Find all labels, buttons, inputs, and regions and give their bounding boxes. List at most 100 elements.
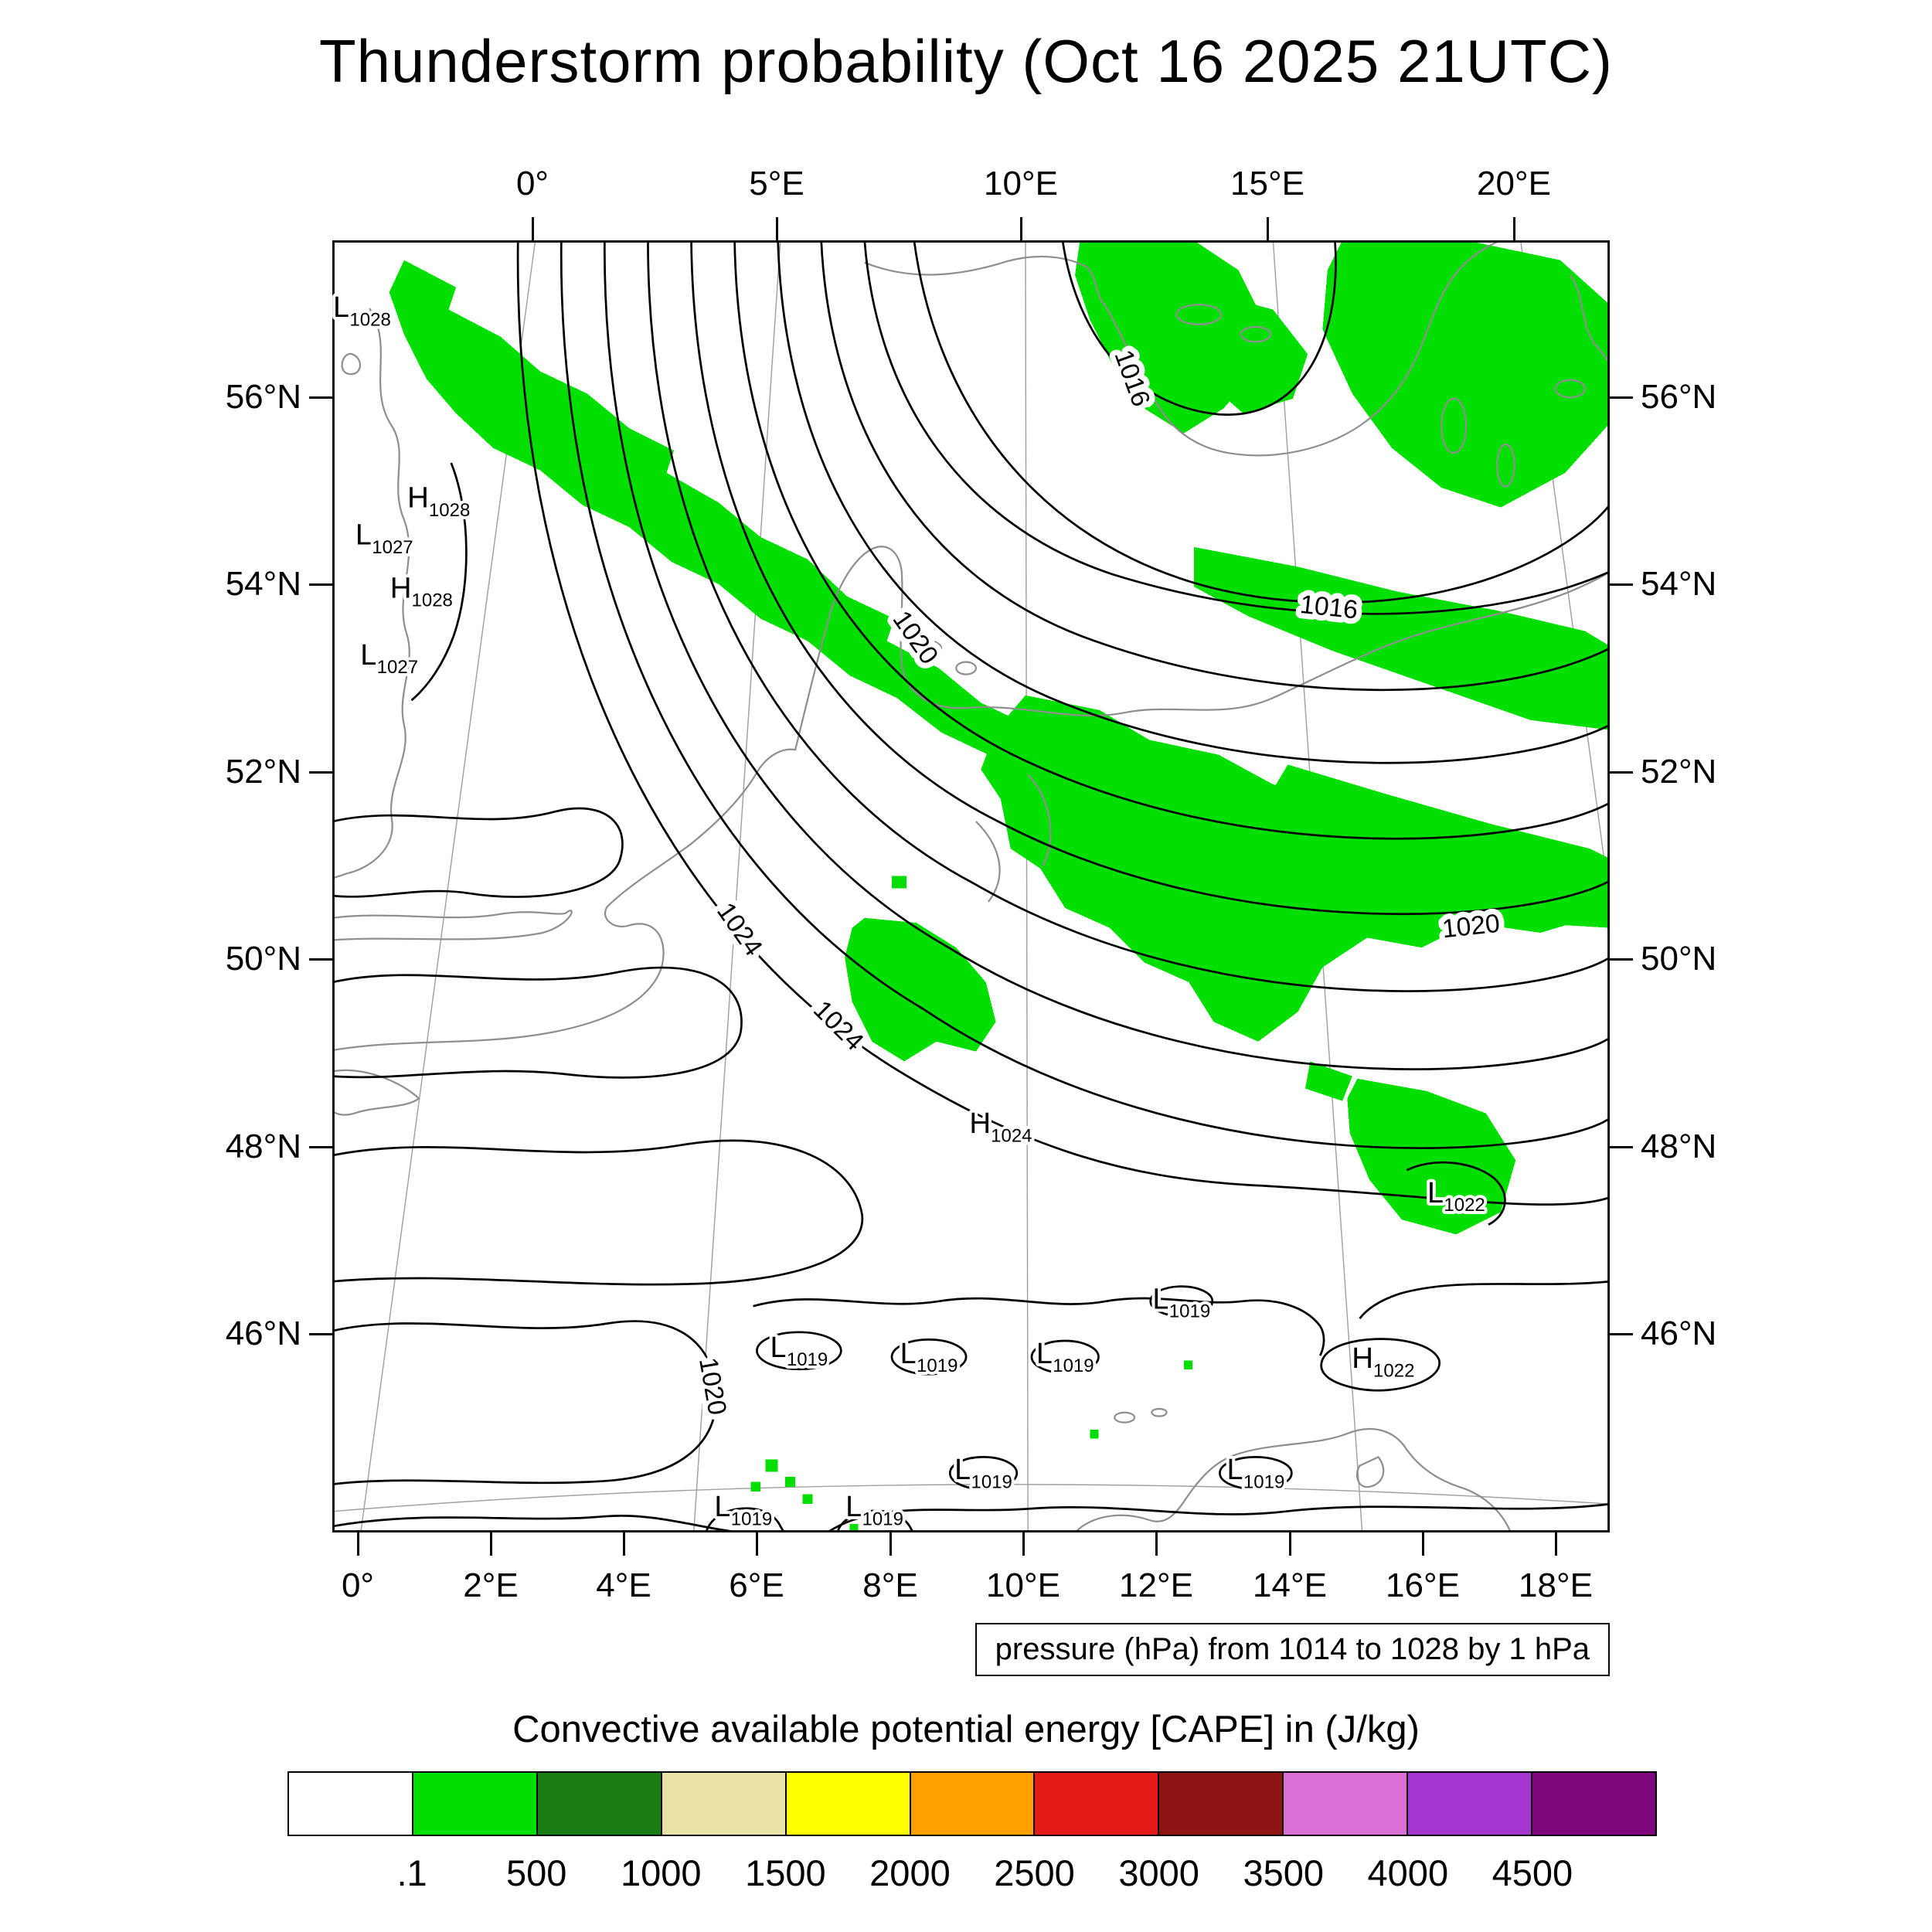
parallel-line — [332, 1484, 1610, 1512]
axis-tick-right — [1610, 1333, 1633, 1335]
isobar — [1359, 1280, 1610, 1320]
cape-speck — [750, 1481, 761, 1492]
axis-label-bottom: 8°E — [862, 1566, 918, 1604]
axis-label-top: 0° — [515, 165, 549, 202]
axis-tick-left — [309, 583, 332, 586]
isobar-low-loop — [1219, 1456, 1293, 1491]
pressure-center-value: 1019 — [1169, 1301, 1210, 1322]
pressure-center-letter: L — [1226, 1453, 1243, 1486]
meridian-line — [692, 240, 781, 1532]
colorbar-cell — [909, 1771, 1036, 1836]
cape-speck — [849, 1523, 859, 1532]
cape-shading — [389, 240, 1610, 1532]
coastline — [341, 353, 361, 376]
axis-tick-right — [1610, 583, 1633, 586]
pressure-center-value: 1027 — [372, 537, 413, 558]
pressure-center-value: 1019 — [787, 1349, 828, 1370]
axis-label-bottom: 6°E — [729, 1566, 784, 1604]
axis-label-left: 52°N — [225, 753, 301, 791]
colorbar-cell — [1158, 1771, 1284, 1836]
pressure-center-letter: L — [1427, 1176, 1444, 1209]
cape-speck — [765, 1459, 778, 1472]
cape-area — [981, 695, 1590, 1042]
river-line — [975, 821, 1001, 903]
cape-colorbar — [287, 1771, 1657, 1836]
isobar — [690, 240, 1610, 916]
axis-label-right: 50°N — [1641, 940, 1717, 978]
pressure-center-label: L1022 — [1427, 1176, 1485, 1216]
colorbar-tick-label: 500 — [505, 1852, 567, 1893]
pressure-center-value: 1019 — [971, 1471, 1012, 1492]
pressure-center-letter: L — [770, 1331, 786, 1364]
axis-label-bottom: 16°E — [1386, 1566, 1460, 1604]
colorbar-cell — [411, 1771, 538, 1836]
colorbar-tick-label: 1500 — [745, 1852, 826, 1893]
axis-tick-bottom — [1289, 1532, 1291, 1556]
colorbar-tick-label: 4000 — [1367, 1852, 1449, 1893]
colorbar-tick-label: 3000 — [1118, 1852, 1199, 1893]
cape-speck — [1090, 1430, 1099, 1439]
island — [1554, 379, 1587, 399]
isobar-value-label: 1016 — [1298, 590, 1359, 625]
isobar — [332, 966, 743, 1079]
pressure-center-letter: L — [360, 638, 376, 672]
isobar — [826, 1502, 1610, 1532]
isobar — [753, 1297, 1325, 1356]
isobar — [332, 807, 624, 898]
colorbar-tick-label: 2500 — [994, 1852, 1075, 1893]
axis-label-top: 20°E — [1477, 165, 1551, 202]
axis-tick-top — [1267, 217, 1269, 240]
pressure-center-value: 1019 — [1053, 1355, 1094, 1376]
island — [955, 661, 978, 675]
axis-label-right: 54°N — [1641, 565, 1717, 603]
pressure-center-label: L1027 — [360, 638, 418, 678]
axis-label-right: 48°N — [1641, 1128, 1717, 1165]
axis-label-top: 5°E — [749, 165, 804, 202]
axis-tick-right — [1610, 958, 1633, 961]
axis-label-right: 56°N — [1641, 378, 1717, 416]
colorbar-cell — [1531, 1771, 1657, 1836]
pressure-center-label: L1019 — [1152, 1282, 1210, 1321]
coastline — [1074, 1427, 1512, 1532]
isobar — [604, 240, 1610, 1070]
pressure-center-value: 1022 — [1373, 1360, 1414, 1381]
pressure-center-letter: L — [900, 1337, 917, 1370]
pressure-center-value: 1022 — [1444, 1195, 1485, 1216]
coastline — [332, 910, 573, 941]
colorbar-cell — [536, 1771, 662, 1836]
axis-label-bottom: 10°E — [986, 1566, 1060, 1604]
cape-colorbar-ticks: .1 500 1000 1500 2000 2500 3000 3500 4000 4500 — [287, 1852, 1657, 1898]
axis-tick-bottom — [357, 1532, 359, 1556]
colorbar-tick-label: 4500 — [1492, 1852, 1573, 1893]
isobar — [1406, 1161, 1506, 1226]
axis-tick-bottom — [490, 1532, 492, 1556]
pressure-center-letter: L — [954, 1453, 971, 1486]
colorbar-cell — [784, 1771, 911, 1836]
cape-speck — [802, 1494, 813, 1505]
axis-label-right: 52°N — [1641, 753, 1717, 791]
pressure-center-label: L1019 — [845, 1490, 903, 1529]
lake — [1175, 304, 1223, 325]
map-canvas: 1016101610201024102410201020L1028H1028L1… — [332, 240, 1610, 1532]
isobar — [733, 240, 1610, 840]
axis-tick-right — [1610, 396, 1633, 399]
pressure-center-letter: L — [1152, 1282, 1168, 1315]
axis-label-bottom: 4°E — [596, 1566, 651, 1604]
pressure-center-letter: L — [333, 291, 349, 324]
cape-area — [1304, 1061, 1352, 1101]
axis-label-top: 15°E — [1230, 165, 1304, 202]
isobar-low-loop — [890, 1338, 968, 1376]
pressure-center-label: H1022 — [1352, 1342, 1414, 1381]
axis-tick-left — [309, 958, 332, 961]
pressure-caption: pressure (hPa) from 1014 to 1028 by 1 hP… — [975, 1623, 1610, 1676]
river-line — [1027, 774, 1052, 867]
axis-label-left: 50°N — [225, 940, 301, 978]
pressure-center-label: L1028 — [333, 291, 391, 330]
axis-tick-left — [309, 771, 332, 774]
isobar — [1320, 1338, 1440, 1392]
axis-tick-bottom — [1555, 1532, 1557, 1556]
island — [1440, 397, 1468, 454]
isobar — [647, 240, 1610, 992]
isobar-low-loop — [1149, 1285, 1214, 1318]
coastline — [1569, 274, 1610, 365]
